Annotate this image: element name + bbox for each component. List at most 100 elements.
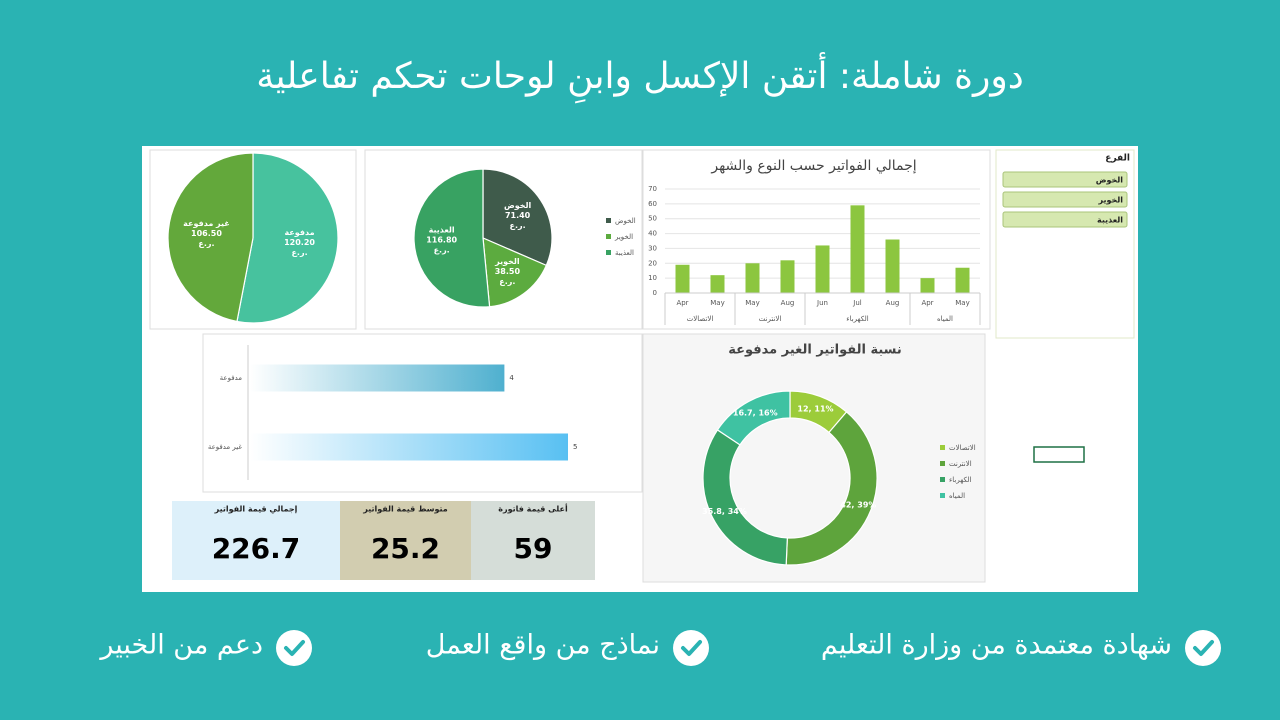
feature-text: نماذج من واقع العمل (426, 630, 660, 661)
legend-swatch (606, 250, 611, 255)
bar (815, 245, 830, 293)
panel (364, 149, 643, 330)
bar (710, 275, 725, 293)
x-tick-label: Aug (886, 299, 900, 307)
x-tick-label: May (710, 299, 724, 307)
data-label: 120.20 (284, 238, 315, 247)
legend-label: العذيبة (615, 249, 634, 257)
legend-swatch (940, 477, 945, 482)
unit: ر.ع. (499, 277, 515, 286)
bar (745, 263, 760, 293)
panel (149, 149, 357, 330)
y-tick-label: 40 (648, 230, 657, 238)
slice (236, 152, 339, 324)
data-label: 12, 11% (797, 405, 833, 414)
data-label: 71.40 (505, 211, 531, 220)
slice (482, 168, 553, 267)
check-icon (276, 630, 312, 666)
data-label: 16.7, 16% (733, 409, 778, 418)
bar (675, 264, 690, 293)
legend-label: الكهرباء (949, 476, 971, 484)
bar (250, 364, 505, 392)
slicer-item[interactable] (1002, 211, 1128, 228)
slicer-item[interactable] (1002, 171, 1128, 188)
data-label: 5 (573, 443, 577, 451)
slice-name: الخوض (504, 201, 532, 211)
group-label: الكهرباء (846, 315, 868, 323)
unit: ر.ع. (198, 239, 214, 248)
category-label: غير مدفوعة (208, 443, 243, 451)
legend-label: الخوض (615, 217, 636, 225)
y-tick-label: 60 (648, 200, 657, 208)
slice-name: مدفوعة (284, 228, 314, 237)
check-icon (1185, 630, 1221, 666)
bar (780, 260, 795, 293)
kpi-value: 226.7 (212, 532, 301, 565)
legend-swatch (940, 461, 945, 466)
legend-label: الخوير (614, 233, 633, 241)
kpi-label: متوسط قيمة الفواتير (362, 505, 448, 514)
legend-swatch (606, 218, 611, 223)
legend-swatch (940, 445, 945, 450)
kpi-label: أعلى قيمة فاتورة (498, 504, 568, 514)
kpi-card (172, 501, 340, 580)
selected-cell[interactable] (1033, 446, 1085, 463)
chart-title: إجمالي الفواتير حسب النوع والشهر (710, 158, 916, 174)
kpi-card (471, 501, 595, 580)
chart-title: نسبة الفواتير الغير مدفوعة (728, 343, 902, 358)
x-tick-label: May (745, 299, 759, 307)
data-label: 116.80 (426, 235, 457, 244)
unit: ر.ع. (434, 245, 450, 254)
check-mark (1193, 640, 1214, 656)
x-tick-label: Jun (816, 299, 828, 307)
feature-text: دعم من الخبير (98, 630, 263, 661)
y-tick-label: 70 (648, 185, 657, 193)
group-label: الانترنت (759, 315, 782, 323)
legend-swatch (606, 234, 611, 239)
slicer-label: العذيبة (1097, 216, 1123, 225)
data-label: 4 (509, 374, 514, 382)
feature-text: شهادة معتمدة من وزارة التعليم (821, 630, 1172, 661)
y-tick-label: 20 (648, 259, 657, 267)
slice-name: الخوير (494, 257, 520, 266)
slice-name: العذيبة (429, 225, 455, 234)
kpi-value: 59 (514, 532, 553, 565)
legend-label: الانترنت (949, 460, 972, 468)
panel (202, 333, 643, 493)
category-label: مدفوعة (220, 374, 243, 382)
data-label: 35.8, 34% (702, 507, 747, 516)
data-label: 42, 39% (840, 500, 876, 509)
kpi-value: 25.2 (371, 532, 440, 565)
check-icon (673, 630, 709, 666)
x-tick-label: May (955, 299, 969, 307)
bar (250, 433, 568, 461)
x-tick-label: Jul (852, 299, 862, 307)
slice (482, 237, 548, 308)
slice-name: غير مدفوعة (183, 219, 230, 228)
slice (716, 390, 791, 446)
unit: ر.ع. (510, 221, 526, 230)
x-tick-label: Apr (676, 299, 688, 307)
bar (920, 278, 935, 293)
unit: ر.ع. (291, 248, 307, 257)
group-label: المياه (937, 315, 953, 323)
data-label: 106.50 (191, 229, 222, 238)
legend-label: المياه (949, 492, 965, 500)
group-label: الاتصالات (687, 315, 714, 323)
slicer-label: الخوير (1097, 196, 1123, 205)
slicer-title: الفرع (1105, 154, 1130, 164)
legend-swatch (940, 493, 945, 498)
bar (955, 267, 970, 293)
title: دورة شاملة: أتقن الإكسل وابنِ لوحات تحكم… (256, 52, 1024, 104)
bar (850, 205, 865, 293)
y-tick-label: 10 (648, 274, 657, 282)
slicer-item[interactable] (1002, 191, 1128, 208)
slicer-label: الخوض (1096, 176, 1124, 186)
legend-label: الاتصالات (949, 444, 976, 452)
kpi-card (340, 501, 471, 580)
x-tick-label: Aug (781, 299, 795, 307)
y-tick-label: 0 (653, 289, 657, 297)
data-label: 38.50 (495, 267, 521, 276)
